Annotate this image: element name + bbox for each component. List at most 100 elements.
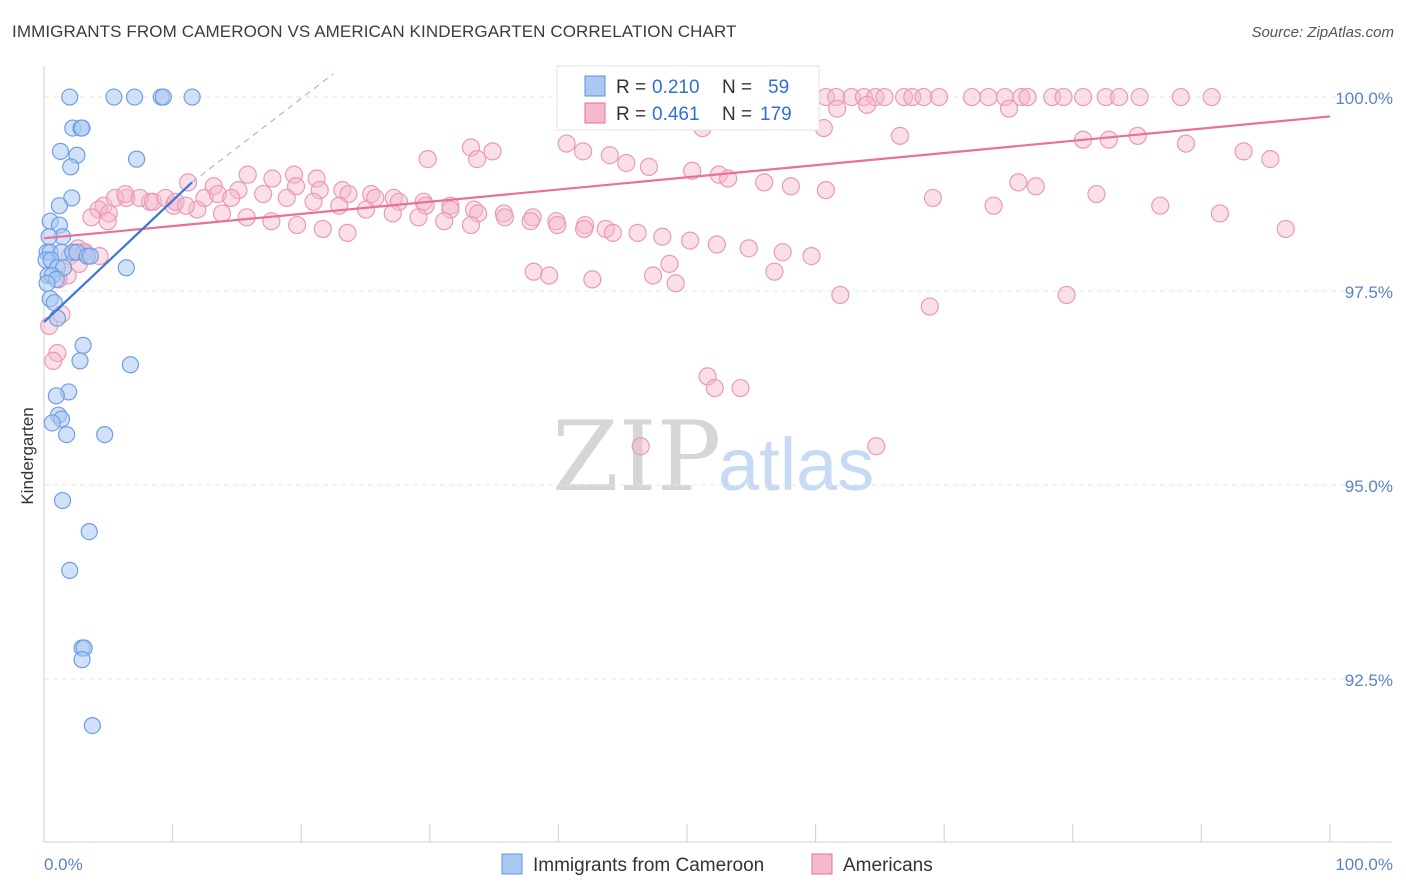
americans-point [999,99,1019,118]
americans-point [575,219,594,239]
cameroon-points [37,88,201,735]
americans-point [105,188,125,208]
cameroon-point [117,259,135,277]
trend-lines [43,73,1331,323]
americans-point [418,150,437,169]
americans-point [1096,87,1115,107]
americans-point [1012,87,1031,107]
bottom-legend-swatch-americans [811,853,833,875]
americans-point [99,204,118,223]
americans-point [435,212,454,231]
americans-point [600,146,619,165]
americans-point [82,208,101,227]
americans-point [914,87,933,107]
cameroon-point [63,189,81,207]
americans-point [1009,173,1028,192]
americans-point [1026,177,1045,196]
americans-point [1261,150,1280,169]
americans-point [313,219,332,239]
americans-point [222,188,241,208]
cameroon-point [73,119,91,137]
americans-point [304,192,323,211]
americans-point [731,378,750,398]
cameroon-point [96,426,114,444]
americans-point [1276,219,1295,239]
cameroon-point [105,88,123,106]
americans-point [1057,285,1076,305]
americans-point [356,200,376,219]
cameroon-point [50,197,69,215]
legend-swatch-americans [584,102,606,124]
cameroon-point [58,426,76,444]
americans-point [979,87,998,107]
cameroon-point [127,150,146,168]
legend-r-label-americans: R = [616,104,646,125]
cameroon-trend-line [43,181,193,323]
americans-point [307,169,326,188]
americans-point [1099,130,1118,149]
americans-point [1176,134,1196,153]
cameroon-point [53,491,72,510]
y-tick-label: 95.0% [1345,477,1393,496]
americans-point [603,223,623,242]
x-tick-label-start: 0.0% [44,855,83,874]
cameroon-point [47,387,65,405]
americans-point [631,437,650,456]
americans-point [495,208,515,227]
americans-point [195,188,214,208]
cameroon-point [183,88,201,106]
cameroon-point [71,352,89,370]
americans-point [705,378,724,398]
y-tick-label: 100.0% [1335,89,1393,108]
americans-point [781,177,801,196]
cameroon-point [48,309,66,327]
americans-point [707,235,726,254]
americans-point [1109,87,1129,107]
watermark-atlas: atlas [718,423,874,506]
americans-point [461,215,481,235]
americans-point [890,126,910,145]
americans-point [212,204,232,223]
americans-point [643,266,663,285]
cameroon-point [61,561,79,580]
americans-point [929,87,949,107]
americans-point [617,153,636,173]
americans-point [923,188,942,208]
americans-point [254,184,273,204]
americans-point [208,184,227,204]
americans-point [816,181,835,200]
americans-point [573,142,593,161]
americans-point [683,161,702,180]
cameroon-point [62,158,80,176]
americans-point [920,297,939,316]
cameroon-point [80,522,98,541]
americans-point [237,208,256,227]
americans-points [40,87,1295,456]
cameroon-point [43,414,61,432]
cameroon-point [51,142,70,160]
americans-point [867,437,886,456]
americans-point [229,181,248,200]
americans-point [680,231,700,250]
americans-point [1054,87,1073,107]
americans-point [468,150,487,169]
americans-point [1073,87,1093,107]
americans-point [238,165,257,184]
americans-point [521,212,540,231]
cameroon-point [38,274,56,292]
americans-point [1234,142,1253,161]
americans-point [755,173,774,192]
americans-point [802,247,821,266]
watermark-zip: ZIP [552,401,721,513]
cameroon-point [125,88,144,106]
americans-point [1151,196,1170,215]
americans-point [660,254,679,273]
bottom-legend-swatch-cameroon [501,853,523,875]
americans-point [653,227,672,246]
y-tick-label: 92.5% [1345,671,1393,690]
legend-n-label-cameroon: N = [722,77,752,98]
americans-point [1018,87,1037,107]
cameroon-point [83,716,101,735]
americans-point [284,165,304,184]
legend-r-value-americans: 0.461 [652,104,700,125]
